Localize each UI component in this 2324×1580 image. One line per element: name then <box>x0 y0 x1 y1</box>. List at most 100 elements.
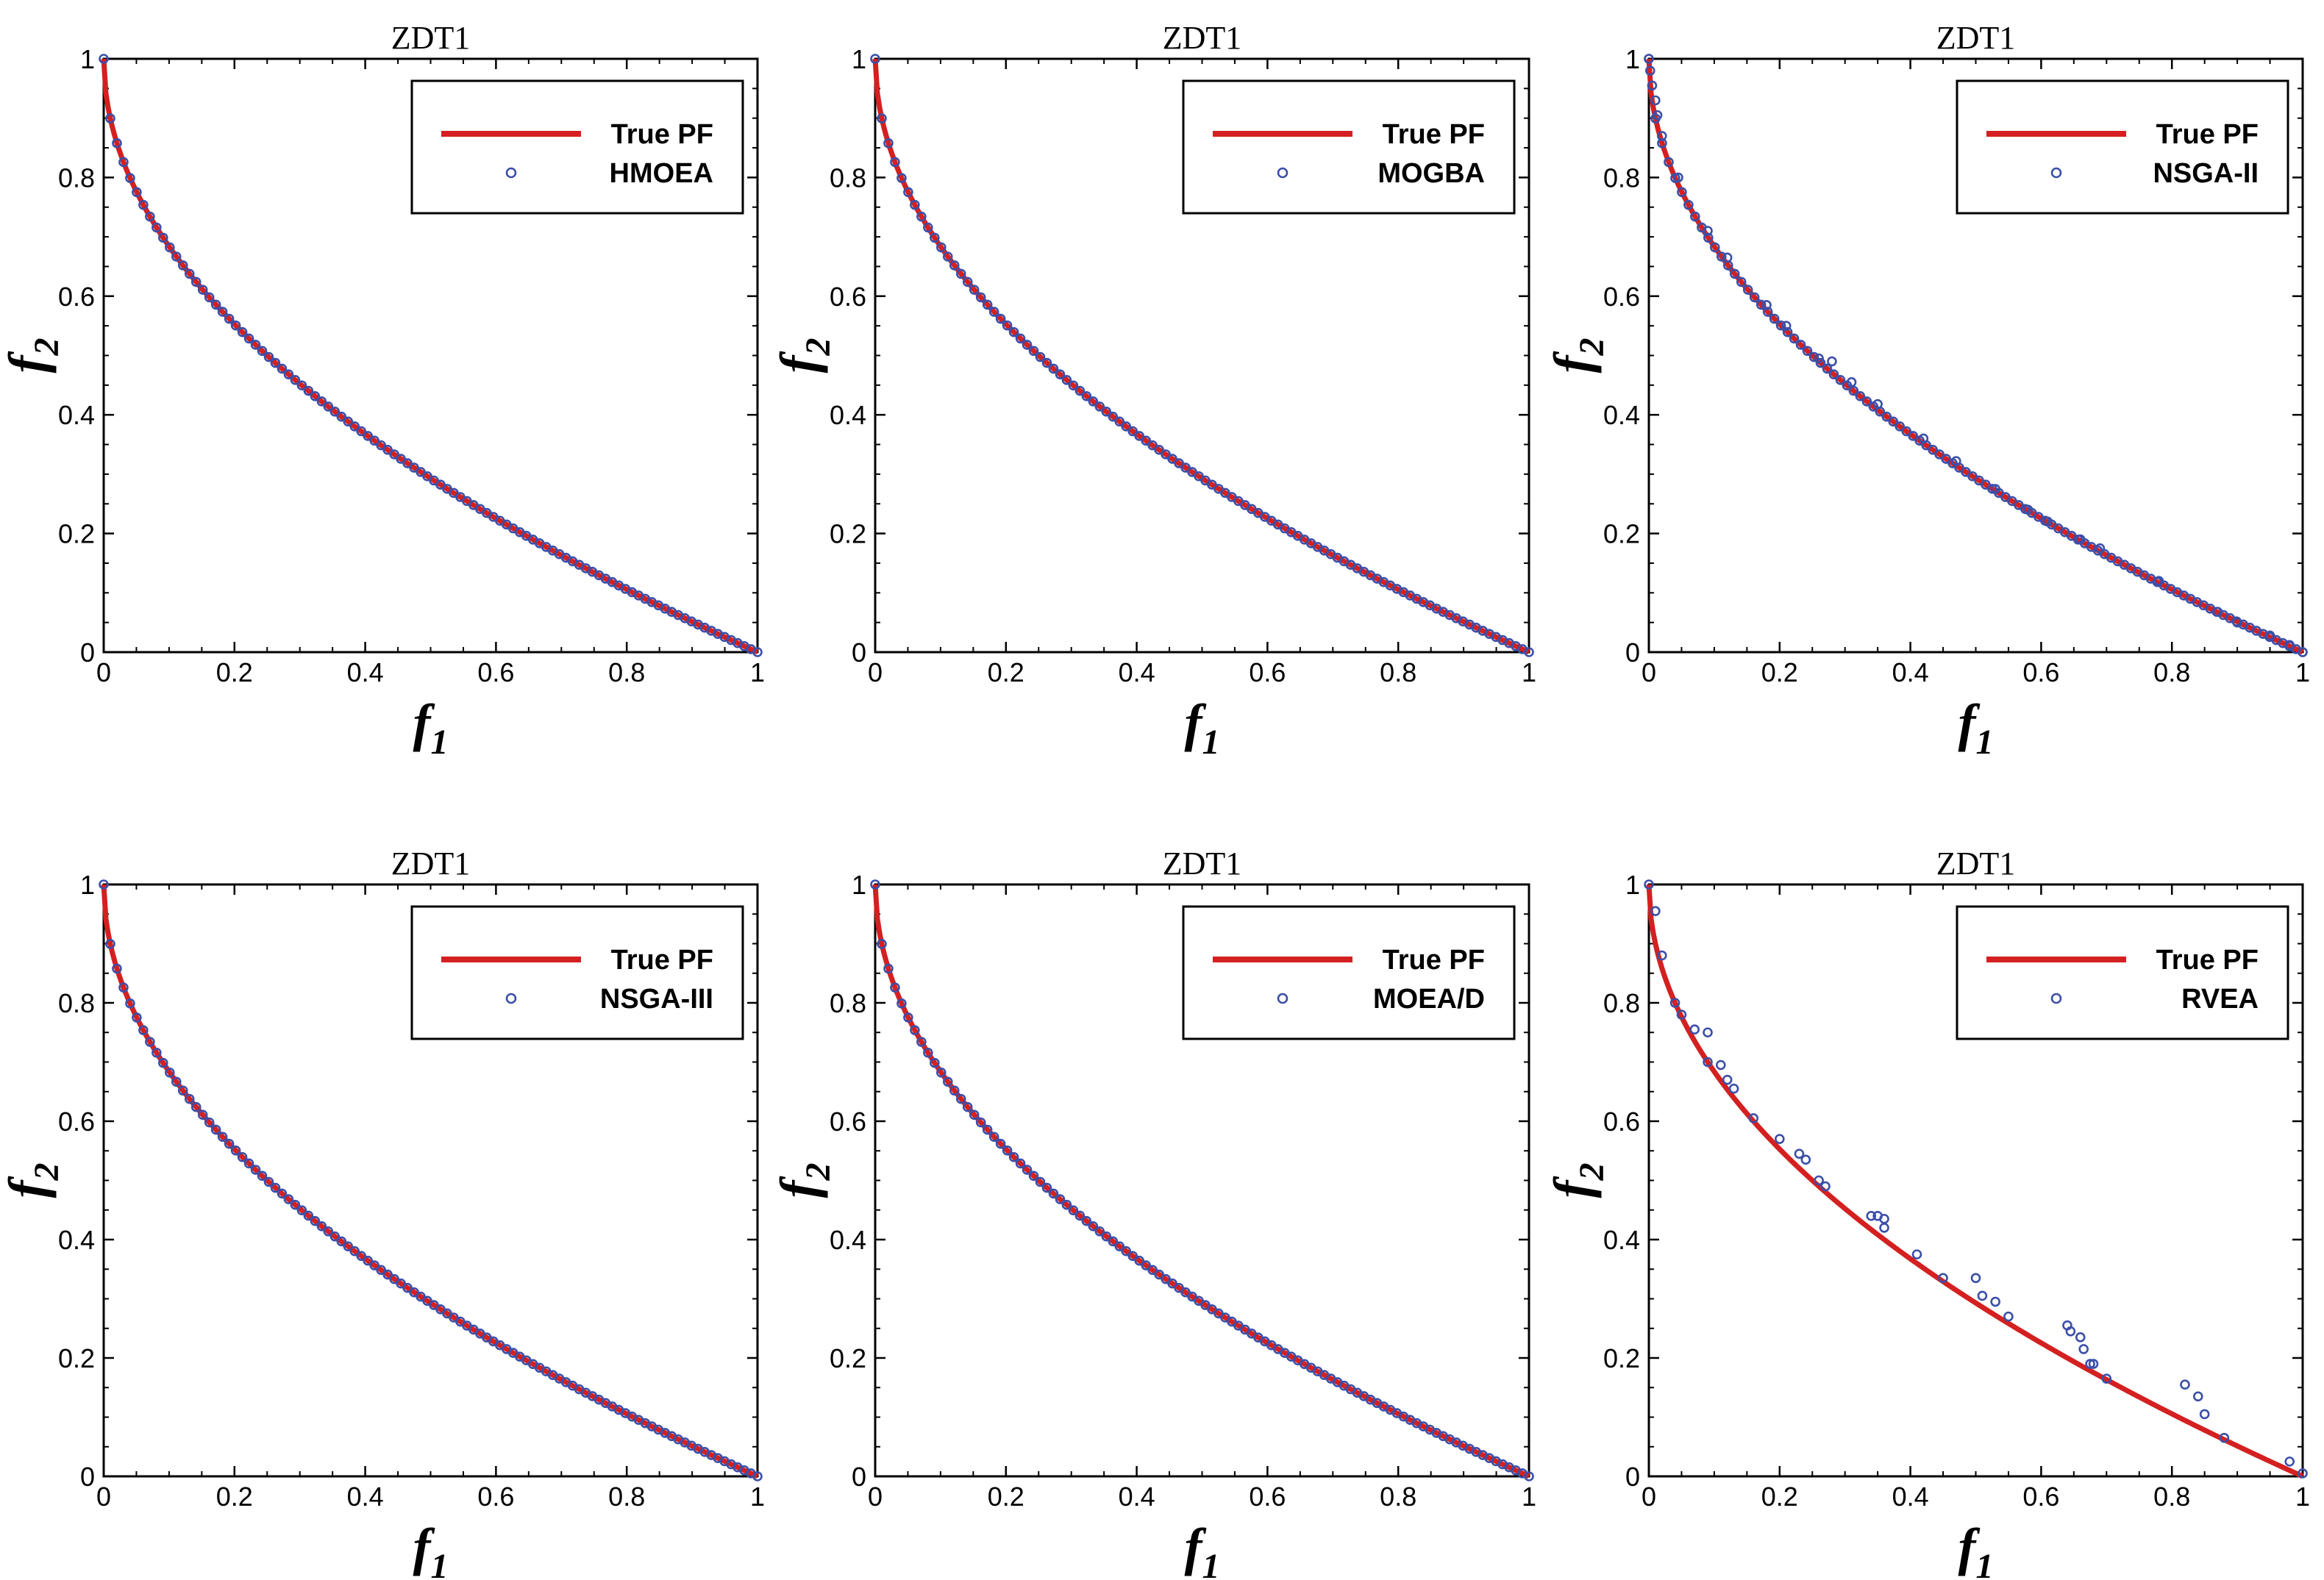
solution-point <box>1756 299 1767 310</box>
legend: True PF MOEA/D <box>1182 905 1516 1040</box>
solution-point <box>336 1236 347 1247</box>
solution-point <box>1814 353 1824 364</box>
solution-point <box>184 1093 195 1104</box>
y-tick-label: 0.8 <box>1603 162 1640 193</box>
x-tick-label: 0.8 <box>1380 657 1416 687</box>
y-tick-label: 0.2 <box>830 519 866 549</box>
x-tick-label: 1 <box>750 657 765 687</box>
x-tick-label: 1 <box>750 1481 765 1512</box>
solution-point <box>2095 543 2106 554</box>
y-axis-label: f2 <box>1543 1163 1611 1198</box>
solution-point <box>1789 333 1800 344</box>
solution-point <box>1127 1251 1138 1262</box>
x-axis-label-subscript: 1 <box>1975 1547 1993 1580</box>
solution-point <box>250 340 261 350</box>
solution-point <box>316 396 327 407</box>
x-axis-label-subscript: 1 <box>1975 723 1993 762</box>
y-axis-label-subscript: 2 <box>1572 338 1611 357</box>
solution-point <box>184 268 195 279</box>
solution-point <box>363 1255 373 1266</box>
y-axis-label-subscript: 2 <box>799 338 838 357</box>
solution-point <box>1134 1255 1144 1266</box>
solution-point <box>1808 351 1819 362</box>
solution-point <box>1101 1231 1112 1242</box>
solution-point <box>270 357 281 368</box>
solution-point <box>1872 398 1883 410</box>
x-tick-label: 0.6 <box>477 1481 514 1512</box>
legend-label-true-pf: True PF <box>2156 119 2259 150</box>
solution-point <box>1669 998 1680 1008</box>
solution-point <box>343 416 354 427</box>
x-axis-label: f1 <box>1185 1518 1220 1580</box>
solution-point <box>1147 1265 1158 1276</box>
solution-point <box>1127 426 1138 437</box>
solution-point <box>1749 292 1760 303</box>
solution-point <box>1656 950 1667 961</box>
solution-point <box>158 1057 168 1068</box>
y-axis-label: f2 <box>0 338 66 373</box>
solution-point <box>1970 1273 1981 1284</box>
solution-point <box>1703 1027 1713 1038</box>
solution-point <box>1015 1158 1026 1169</box>
y-tick-label: 1 <box>852 44 866 74</box>
chart-title: ZDT1 <box>1936 846 2016 882</box>
x-axis-label-subscript: 1 <box>1202 723 1219 762</box>
solution-point <box>158 232 168 243</box>
x-tick-label: 0.2 <box>988 1481 1024 1512</box>
chart-title: ZDT1 <box>391 846 471 882</box>
y-axis-label-subscript: 2 <box>27 338 66 357</box>
solution-point <box>1524 647 1534 657</box>
y-axis-label: f2 <box>769 1163 838 1198</box>
solution-point <box>1951 456 1961 466</box>
solution-point <box>257 1170 268 1182</box>
solution-point <box>1728 1083 1739 1094</box>
y-axis-label-subscript: 2 <box>1572 1163 1611 1182</box>
solution-point <box>916 1037 927 1047</box>
y-tick-label: 0.4 <box>1603 400 1640 430</box>
solution-point <box>982 299 993 310</box>
y-tick-label: 0.6 <box>58 282 95 312</box>
solution-point <box>323 401 334 412</box>
solution-point <box>1794 1148 1805 1159</box>
legend: True PF RVEA <box>1956 905 2289 1040</box>
solution-point <box>356 1251 367 1262</box>
legend-label-algorithm: NSGA-II <box>2153 158 2259 189</box>
solution-point <box>1114 416 1125 427</box>
solution-point <box>923 1048 933 1058</box>
y-tick-label: 0 <box>852 1462 866 1492</box>
solution-point <box>1055 369 1066 379</box>
solution-point <box>1677 187 1687 198</box>
legend-box <box>1956 79 2289 215</box>
solution-point <box>975 1117 986 1128</box>
y-tick-label: 1 <box>1625 44 1640 74</box>
solution-point <box>1048 363 1059 374</box>
solution-point <box>1167 1278 1177 1289</box>
solution-point <box>99 54 109 64</box>
x-tick-label: 0.2 <box>1761 657 1798 687</box>
x-tick-label: 0.6 <box>2022 1481 2059 1512</box>
legend-box <box>1956 905 2289 1040</box>
legend-marker-swatch <box>2050 167 2062 179</box>
solution-point <box>369 1260 379 1270</box>
solution-point <box>396 1278 406 1289</box>
solution-point <box>949 260 960 271</box>
y-axis-label: f2 <box>1543 338 1611 373</box>
solution-point <box>1147 440 1158 451</box>
solution-point <box>1827 356 1837 367</box>
x-tick-label: 0.2 <box>1761 1481 1798 1512</box>
solution-point <box>1822 363 1833 374</box>
solution-point <box>138 199 149 210</box>
solution-point <box>2264 630 2275 641</box>
solution-point <box>1800 1154 1811 1165</box>
solution-point <box>1736 276 1747 287</box>
solution-point <box>1650 95 1661 106</box>
solution-point <box>1074 385 1086 396</box>
solution-point <box>1074 1210 1086 1221</box>
solution-point <box>2078 1344 2089 1354</box>
x-tick-label: 1 <box>2295 1481 2310 1512</box>
solution-point <box>1742 285 1753 295</box>
y-tick-label: 0 <box>80 637 95 668</box>
x-axis-label: f1 <box>1958 1518 1994 1580</box>
